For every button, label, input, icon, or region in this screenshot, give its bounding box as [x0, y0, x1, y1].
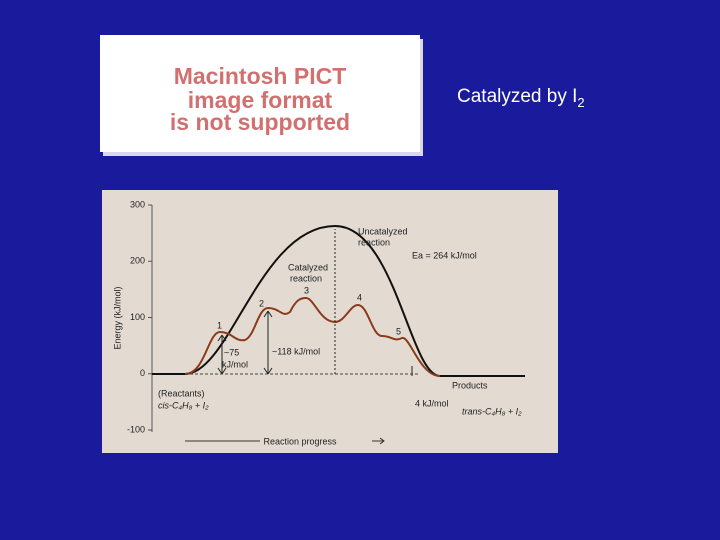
y-tick-label: 100	[130, 312, 145, 322]
barrier-arrow	[217, 334, 227, 375]
image-placeholder: Macintosh PICT image format is not suppo…	[100, 35, 420, 152]
step-label: 5	[396, 326, 401, 336]
annotation: trans-C₄H₈ + I₂	[462, 406, 522, 416]
uncatalyzed-curve	[152, 224, 525, 377]
placeholder-line: is not supported	[169, 109, 351, 135]
y-tick-label: 0	[140, 368, 145, 378]
x-axis-label: Reaction progress	[263, 436, 337, 446]
annotation: Uncatalyzed	[358, 226, 408, 236]
placeholder-line: image format	[187, 87, 333, 113]
annotation: Catalyzed	[288, 262, 328, 272]
step-label: 4	[357, 292, 362, 302]
x-arrow	[372, 437, 385, 445]
placeholder-line: Macintosh PICT	[173, 63, 347, 89]
y-tick-label: -100	[127, 424, 145, 434]
annotation: kJ/mol	[222, 359, 248, 369]
annotation: Products	[452, 380, 488, 390]
y-tick-label: 200	[130, 256, 145, 266]
y-axis-label: Energy (kJ/mol)	[112, 286, 122, 349]
barrier-arrow	[263, 310, 273, 375]
caption-text: Catalyzed by I	[457, 86, 578, 107]
catalyzed-curve	[184, 296, 441, 377]
step-label: 3	[304, 285, 309, 295]
annotation: reaction	[358, 237, 390, 247]
annotation: reaction	[290, 273, 322, 283]
annotation: ~118 kJ/mol	[272, 346, 320, 356]
annotation: Ea = 264 kJ/mol	[412, 250, 477, 260]
annotation: cis-C₄H₈ + I₂	[158, 400, 209, 410]
y-tick-label: 300	[130, 199, 145, 209]
caption-subscript: 2	[577, 94, 585, 110]
step-label: 1	[217, 320, 222, 330]
annotation: 4 kJ/mol	[415, 398, 449, 408]
step-label: 2	[259, 298, 264, 308]
caption: Catalyzed by I2	[457, 86, 585, 110]
annotation: (Reactants)	[158, 388, 205, 398]
annotation: ~75	[224, 347, 239, 357]
